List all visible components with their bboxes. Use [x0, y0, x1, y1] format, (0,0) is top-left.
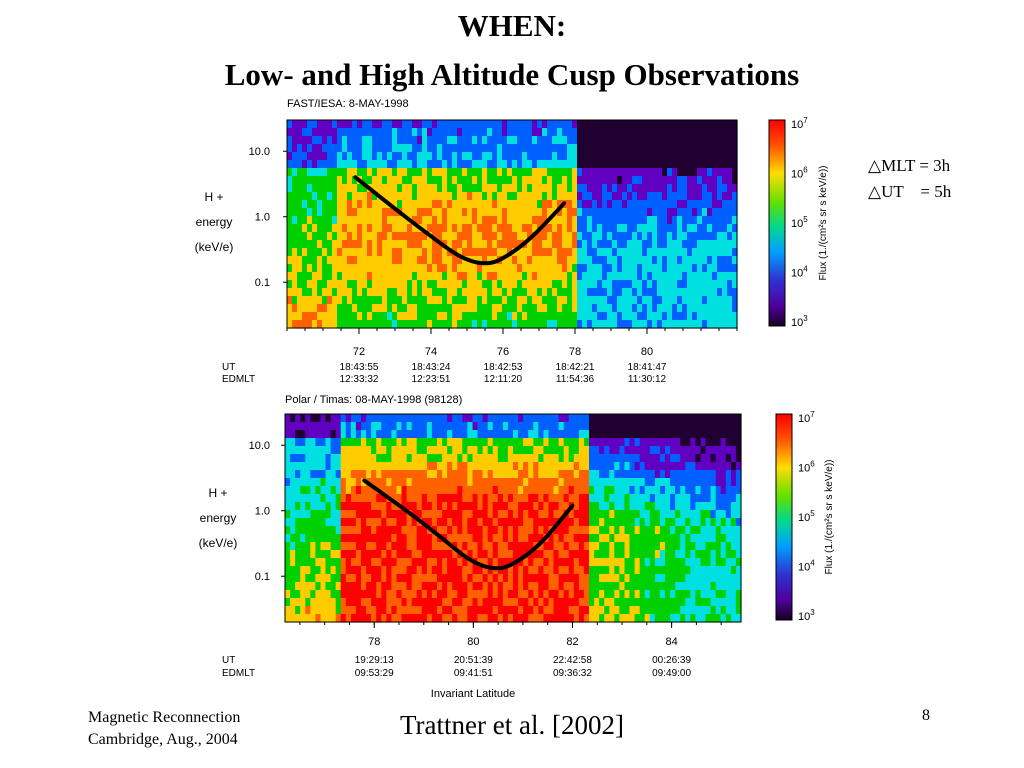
edmlt-row-label: EDMLT [222, 374, 255, 385]
citation: Trattner et al. [2002] [400, 710, 624, 740]
edmlt-label: 09:53:29 [355, 668, 394, 679]
colorbar-tick-label: 103 [791, 314, 808, 329]
edmlt-label: 09:41:51 [454, 668, 493, 679]
edmlt-label: 09:49:00 [652, 668, 691, 679]
ut-row-label: UT [222, 362, 235, 373]
colorbar-tick-base: 10 [791, 218, 803, 230]
colorbar-tick-base: 10 [798, 562, 810, 574]
colorbar-tick-label: 107 [798, 410, 815, 425]
footer-venue: Magnetic Reconnection Cambridge, Aug., 2… [88, 707, 240, 751]
colorbar-tick-label: 104 [791, 265, 808, 280]
cusp-curve [362, 478, 575, 571]
plot-frame [284, 413, 742, 623]
page-number: 8 [922, 707, 930, 724]
y-tick-label: 1.0 [255, 212, 270, 224]
footer-line2: Cambridge, Aug., 2004 [88, 731, 238, 748]
colorbar-tick-exponent: 4 [803, 265, 808, 274]
colorbar-tick-label: 105 [798, 509, 815, 524]
slide-title-line1: WHEN: [457, 8, 567, 43]
ut-label: 00:26:39 [652, 655, 691, 666]
cusp-curve [353, 175, 567, 266]
y-axis-label-line: (keV/e) [199, 536, 238, 550]
y-tick-label: 10.0 [249, 146, 270, 158]
colorbar [768, 119, 786, 327]
colorbar-label: Flux (1./(cm²s sr s keV/e)) [824, 459, 835, 574]
edmlt-row-label: EDMLT [222, 668, 255, 679]
plot-frame [286, 119, 738, 329]
x-tick-label: 80 [641, 346, 653, 358]
footer-line1: Magnetic Reconnection [88, 709, 241, 726]
colorbar-tick-exponent: 5 [803, 215, 808, 224]
colorbar-tick-label: 104 [798, 559, 815, 574]
x-tick-label: 78 [569, 346, 581, 358]
x-tick-label: 74 [425, 346, 437, 358]
delta-mlt-note: △MLT = 3h [868, 156, 951, 175]
colorbar-tick-exponent: 7 [810, 410, 815, 419]
x-tick-label: 76 [497, 346, 509, 358]
spectrogram-image [287, 120, 738, 329]
colorbar-tick-exponent: 3 [810, 608, 815, 617]
colorbar-tick-base: 10 [798, 512, 810, 524]
panel-title: FAST/IESA: 8-MAY-1998 [287, 98, 409, 110]
delta-ut-note: △UT = 5h [868, 182, 952, 201]
y-axis-label-line: (keV/e) [195, 240, 234, 254]
panel-title: Polar / Timas: 08-MAY-1998 (98128) [285, 394, 462, 406]
spectrogram-panel-2: Polar / Timas: 08-MAY-1998 (98128) H + ene… [199, 394, 835, 700]
ut-label: 18:42:53 [484, 362, 523, 373]
x-tick-label: 84 [665, 636, 677, 648]
colorbar-tick-base: 10 [798, 463, 810, 475]
ut-label: 19:29:13 [355, 655, 394, 666]
ut-label: 18:43:55 [340, 362, 379, 373]
ut-row-label: UT [222, 655, 235, 666]
colorbar-tick-label: 103 [798, 608, 815, 623]
colorbar-tick-exponent: 6 [803, 166, 808, 175]
colorbar-tick-label: 107 [791, 116, 808, 131]
edmlt-label: 12:23:51 [412, 374, 451, 385]
x-axis-label: Invariant Latitude [431, 688, 515, 700]
colorbar-tick-label: 105 [791, 215, 808, 230]
edmlt-label: 09:36:32 [553, 668, 592, 679]
y-tick-label: 0.1 [255, 571, 270, 583]
colorbar-tick-base: 10 [798, 413, 810, 425]
x-tick-label: 78 [368, 636, 380, 648]
ut-label: 22:42:58 [553, 655, 592, 666]
colorbar-tick-base: 10 [791, 268, 803, 280]
y-axis-label-line: energy [196, 215, 233, 229]
y-tick-label: 10.0 [249, 440, 270, 452]
x-tick-label: 80 [467, 636, 479, 648]
edmlt-label: 12:11:20 [484, 374, 523, 385]
edmlt-label: 11:54:36 [556, 374, 595, 385]
edmlt-label: 11:30:12 [628, 374, 667, 385]
colorbar-tick-base: 10 [798, 611, 810, 623]
colorbar [775, 413, 793, 621]
colorbar-tick-base: 10 [791, 119, 803, 131]
y-axis-label-line: energy [200, 511, 237, 525]
ut-label: 18:42:21 [556, 362, 595, 373]
x-tick-label: 82 [566, 636, 578, 648]
colorbar-tick-label: 106 [798, 460, 815, 475]
colorbar-tick-label: 106 [791, 166, 808, 181]
colorbar-tick-base: 10 [791, 169, 803, 181]
slide-title-line2: Low- and High Altitude Cusp Observations [224, 57, 800, 92]
colorbar-tick-exponent: 3 [803, 314, 808, 323]
y-axis-label-line: H + [204, 190, 223, 204]
ut-label: 18:41:47 [628, 362, 667, 373]
colorbar-label: Flux (1./(cm²s sr s keV/e)) [818, 165, 829, 280]
colorbar-tick-exponent: 6 [810, 460, 815, 469]
colorbar-tick-exponent: 4 [810, 559, 815, 568]
ut-label: 20:51:39 [454, 655, 493, 666]
spectrogram-image [285, 414, 742, 623]
colorbar-tick-base: 10 [791, 317, 803, 329]
y-tick-label: 1.0 [255, 506, 270, 518]
spectrogram-panel-1: FAST/IESA: 8-MAY-1998 H + energy (keV/e) 10.… [195, 98, 829, 385]
colorbar-tick-exponent: 5 [810, 509, 815, 518]
x-tick-label: 72 [353, 346, 365, 358]
y-tick-label: 0.1 [255, 277, 270, 289]
colorbar-tick-exponent: 7 [803, 116, 808, 125]
ut-label: 18:43:24 [412, 362, 451, 373]
edmlt-label: 12:33:32 [340, 374, 379, 385]
y-axis-label-line: H + [208, 486, 227, 500]
